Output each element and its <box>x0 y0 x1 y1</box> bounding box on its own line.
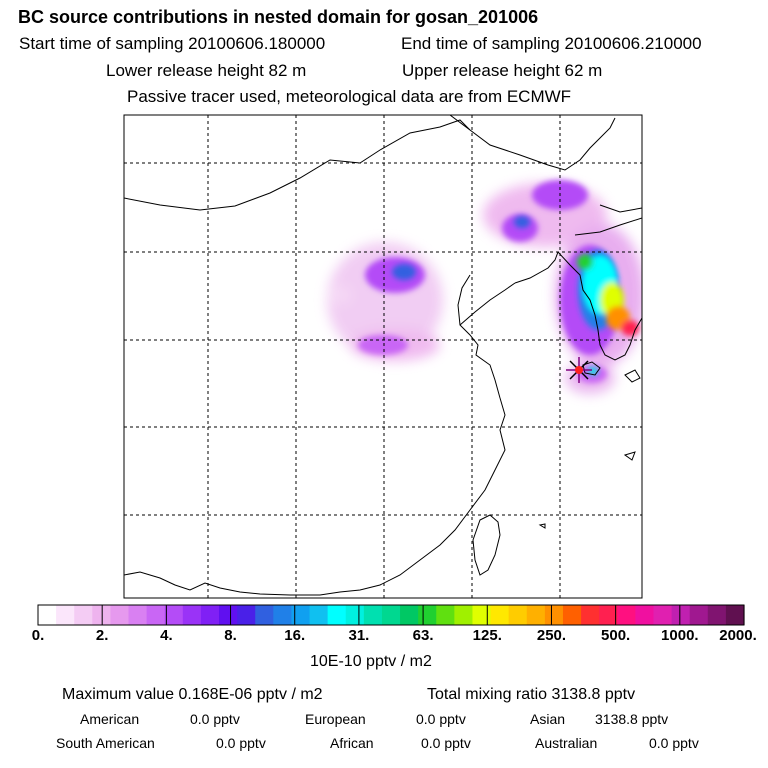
colorbar-frame <box>37 604 745 626</box>
plume-core-south <box>358 335 408 355</box>
colorbar-cell <box>219 605 238 625</box>
colorbar-tick-label: 0. <box>31 627 45 644</box>
gridlines <box>124 115 642 598</box>
colorbar-tick-label: 2000. <box>719 627 757 644</box>
colorbar <box>37 604 745 626</box>
colorbar-cell <box>182 605 202 625</box>
colorbar-cell <box>526 605 546 625</box>
colorbar-cell <box>345 605 365 625</box>
colorbar-cell <box>164 605 184 625</box>
colorbar-tick-label: 500. <box>601 627 631 644</box>
colorbar-cell <box>92 605 112 625</box>
colorbar-cell <box>363 605 383 625</box>
colorbar-cell <box>237 605 256 625</box>
region-name-european: European <box>305 711 366 727</box>
colorbar-cell <box>56 605 75 625</box>
colorbar-cell <box>689 605 709 625</box>
colorbar-cell <box>725 605 745 625</box>
colorbar-cell <box>381 605 401 625</box>
region-name-australian: Australian <box>535 735 598 751</box>
plume-blue-manchuria <box>514 216 530 228</box>
plume-green-korea <box>577 254 593 270</box>
colorbar-cell <box>74 605 93 625</box>
lower-release-label: Lower release height 82 m <box>106 61 307 80</box>
colorbar-tick-label: 250. <box>536 627 567 644</box>
plume-blue-northchina <box>392 264 416 280</box>
colorbar-tick-label: 4. <box>160 627 173 644</box>
chart-title: BC source contributions in nested domain… <box>18 7 539 27</box>
tracer-note: Passive tracer used, meteorological data… <box>127 87 572 106</box>
colorbar-cell <box>490 605 510 625</box>
total-mixing-ratio: Total mixing ratio 3138.8 pptv <box>427 686 636 703</box>
colorbar-cell <box>146 605 166 625</box>
colorbar-cell <box>581 605 600 625</box>
colorbar-tick-label: 16. <box>284 627 306 644</box>
region-value-american: 0.0 pptv <box>190 711 240 727</box>
region-value-australian: 0.0 pptv <box>649 735 699 751</box>
colorbar-cell <box>653 605 673 625</box>
colorbar-dividers <box>101 605 681 625</box>
region-name-asian: Asian <box>530 711 566 727</box>
colorbar-cell <box>617 605 636 625</box>
colorbar-cell <box>671 605 691 625</box>
region-name-african: African <box>330 735 374 751</box>
concentration-field <box>124 115 642 598</box>
colorbar-cell <box>454 605 474 625</box>
colorbar-tick-label: 2. <box>95 627 109 644</box>
plume-outer-west <box>328 285 352 305</box>
colorbar-cell <box>273 605 293 625</box>
colorbar-cell <box>508 605 528 625</box>
colorbar-tick-label: 63. <box>412 627 434 644</box>
plume-cyan-gosan <box>588 367 598 375</box>
region-value-european: 0.0 pptv <box>416 711 466 727</box>
colorbar-cell <box>327 605 347 625</box>
colorbar-cell <box>635 605 655 625</box>
colorbar-cell <box>436 605 455 625</box>
colorbar-cell <box>472 605 492 625</box>
colorbar-cell <box>544 605 564 625</box>
colorbar-cell <box>599 605 618 625</box>
colorbar-tick-label: 8. <box>224 627 237 644</box>
colorbar-cell <box>291 605 311 625</box>
end-time-label: End time of sampling 20100606.210000 <box>401 34 702 53</box>
colorbar-cell <box>200 605 220 625</box>
region-value-african: 0.0 pptv <box>421 735 471 751</box>
region-name-american: American <box>80 711 140 727</box>
colorbar-units: 10E-10 pptv / m2 <box>310 653 432 670</box>
map-frame <box>123 114 643 599</box>
upper-release-label: Upper release height 62 m <box>402 61 603 80</box>
colorbar-tick-label: 1000. <box>661 627 699 644</box>
region-name-south-american: South American <box>56 735 155 751</box>
colorbar-cell <box>309 605 329 625</box>
region-value-south-american: 0.0 pptv <box>216 735 266 751</box>
receptor-marker <box>566 357 592 383</box>
colorbar-cell <box>400 605 419 625</box>
colorbar-tick-label: 31. <box>348 627 370 644</box>
colorbar-cell <box>110 605 130 625</box>
start-time-label: Start time of sampling 20100606.180000 <box>19 34 326 53</box>
colorbar-cell <box>418 605 437 625</box>
region-value-asian: 3138.8 pptv <box>595 711 669 727</box>
colorbar-tick-label: 125. <box>472 627 502 644</box>
colorbar-cell <box>562 605 582 625</box>
maximum-value: Maximum value 0.168E-06 pptv / m2 <box>62 686 323 703</box>
colorbar-cell <box>128 605 148 625</box>
colorbar-cell <box>38 605 57 625</box>
colorbar-cell <box>707 605 727 625</box>
colorbar-cell <box>255 605 274 625</box>
